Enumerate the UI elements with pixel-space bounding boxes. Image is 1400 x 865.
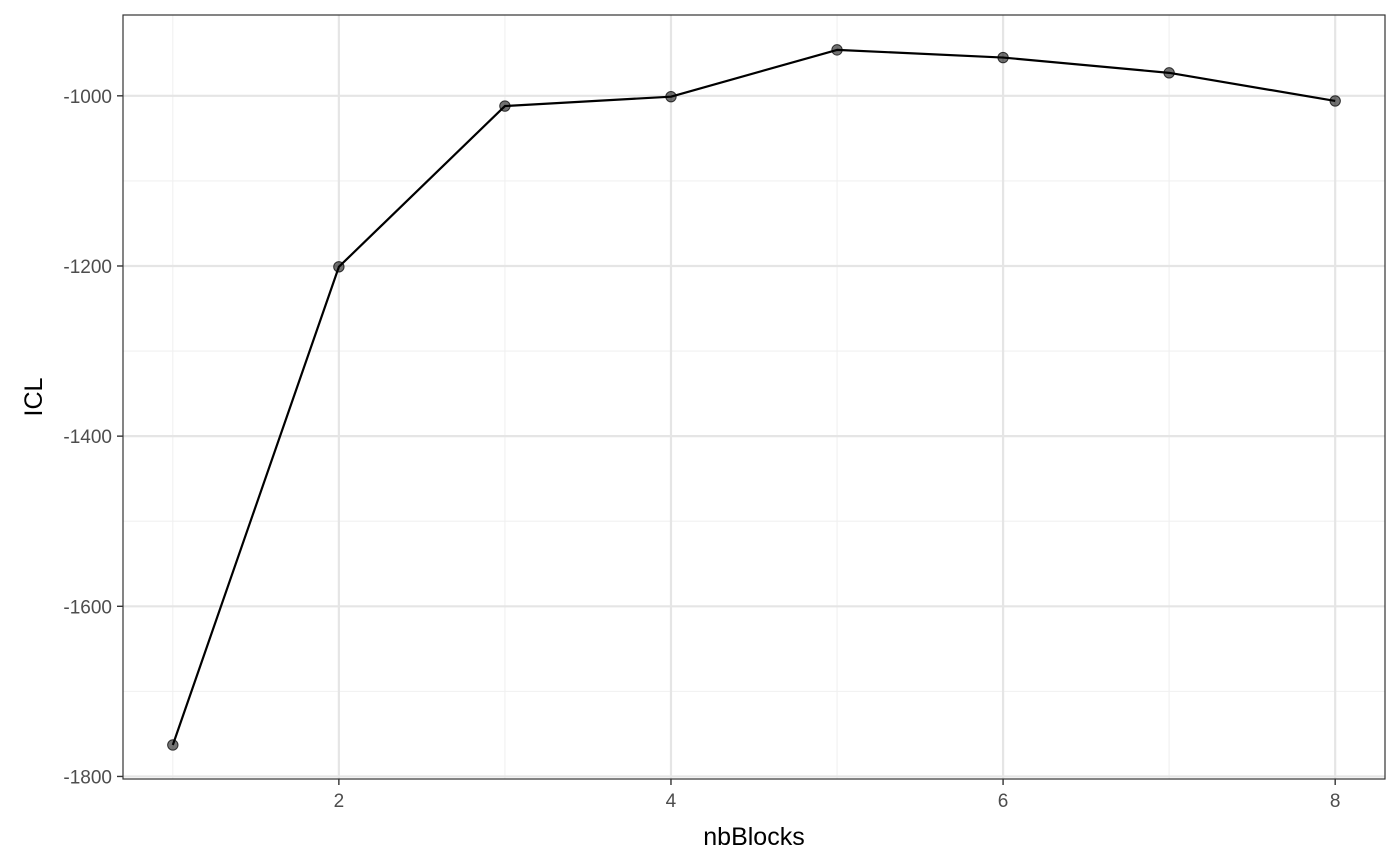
data-point — [1329, 95, 1341, 107]
y-tick-label: -1800 — [63, 767, 112, 788]
data-point — [499, 100, 511, 112]
y-tick-label: -1600 — [63, 597, 112, 618]
x-tick-label: 2 — [334, 791, 345, 812]
series-layer — [167, 44, 1341, 751]
y-axis-title: ICL — [20, 377, 48, 416]
data-point — [997, 51, 1009, 64]
y-tick-label: -1200 — [63, 257, 112, 278]
y-tick-label: -1400 — [63, 427, 112, 448]
panel-border — [122, 14, 1386, 780]
y-axis-ticks: -1800 -1600 -1400 -1200 -1000 — [63, 87, 123, 788]
minor-gridlines — [123, 15, 1385, 779]
data-point — [1163, 67, 1175, 79]
data-point — [333, 261, 345, 273]
data-point — [167, 739, 179, 751]
data-point — [831, 44, 843, 56]
x-axis-title: nbBlocks — [703, 823, 804, 851]
major-gridlines — [123, 15, 1385, 779]
series-line — [171, 48, 1336, 746]
x-tick-label: 4 — [666, 791, 677, 812]
x-tick-label: 6 — [998, 791, 1009, 812]
y-tick-label: -1000 — [63, 87, 112, 108]
x-axis-ticks: 2 4 6 8 — [334, 779, 1341, 812]
data-point — [665, 90, 677, 103]
x-tick-label: 8 — [1330, 791, 1341, 812]
